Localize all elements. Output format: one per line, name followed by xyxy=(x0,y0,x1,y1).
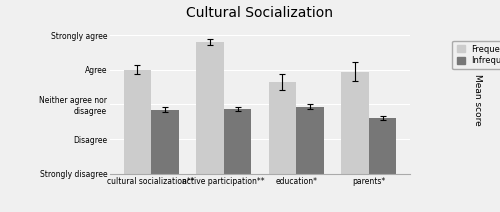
Bar xyxy=(224,109,252,174)
Legend: Frequent, Infrequent: Frequent, Infrequent xyxy=(452,41,500,70)
Bar xyxy=(268,82,296,174)
Bar xyxy=(369,118,396,174)
Bar xyxy=(151,110,179,174)
Text: Mean score: Mean score xyxy=(473,74,482,126)
Bar xyxy=(196,42,224,174)
Title: Cultural Socialization: Cultural Socialization xyxy=(186,6,334,20)
Bar xyxy=(296,107,324,174)
Bar xyxy=(124,70,151,174)
Bar xyxy=(341,71,369,174)
